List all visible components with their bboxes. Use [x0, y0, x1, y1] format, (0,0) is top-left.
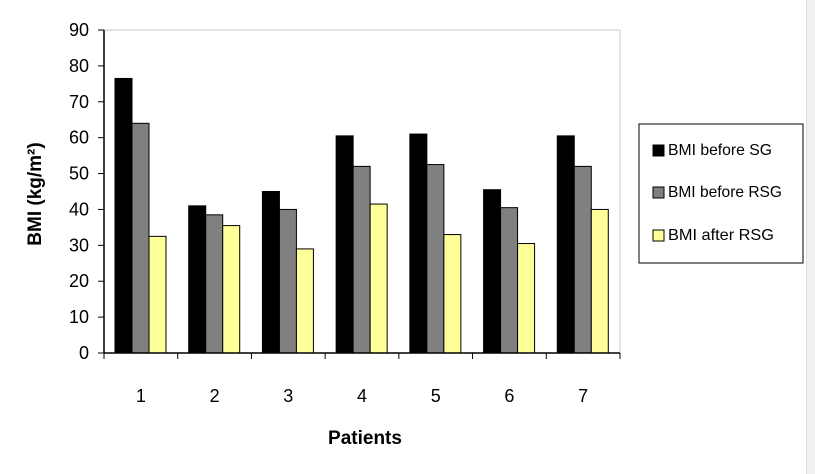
bar-bmi-before-rsg-patient-6 [500, 207, 519, 354]
y-axis-title: BMI (kg/m²) [25, 142, 46, 245]
bar-bmi-before-sg-patient-2 [188, 205, 207, 354]
bar-bmi-after-rsg-patient-7 [590, 208, 609, 354]
bar-bmi-before-sg-patient-3 [261, 191, 280, 354]
legend-frame [638, 123, 804, 264]
y-tick-label: 70 [69, 92, 89, 112]
legend-label-before-sg: BMI before SG [668, 142, 772, 159]
bar-bmi-after-rsg-patient-2 [222, 225, 241, 354]
x-axis-title: Patients [328, 428, 402, 449]
bar-bmi-before-rsg-patient-5 [426, 164, 445, 354]
bar-bmi-before-rsg-patient-2 [205, 214, 224, 354]
legend-swatch-before-rsg [652, 186, 665, 199]
bar-bmi-after-rsg-patient-4 [369, 203, 388, 354]
x-tick-label: 7 [578, 386, 588, 406]
bar-bmi-before-rsg-patient-7 [573, 165, 592, 354]
bar-bmi-after-rsg-patient-6 [517, 243, 536, 354]
bars-group [114, 77, 609, 354]
legend-label-after-rsg: BMI after RSG [668, 227, 774, 244]
bar-bmi-before-sg-patient-1 [114, 77, 133, 354]
y-tick-label: 30 [69, 235, 89, 255]
x-tick-label: 2 [210, 386, 220, 406]
y-tick-label: 40 [69, 199, 89, 219]
bar-bmi-before-sg-patient-5 [409, 133, 428, 354]
bar-bmi-after-rsg-patient-3 [295, 248, 314, 354]
legend-swatch-after-rsg [652, 229, 665, 242]
window-right-edge [806, 0, 815, 474]
bar-bmi-before-rsg-patient-3 [278, 208, 297, 354]
y-tick-label: 80 [69, 56, 89, 76]
y-tick-label: 20 [69, 271, 89, 291]
x-tick-label: 4 [357, 386, 367, 406]
bar-bmi-after-rsg-patient-1 [148, 235, 167, 354]
bar-bmi-before-sg-patient-4 [335, 135, 354, 354]
legend-swatch-before-sg [652, 144, 665, 157]
y-tick-label: 0 [79, 343, 89, 363]
x-tick-label: 6 [504, 386, 514, 406]
bar-bmi-after-rsg-patient-5 [443, 234, 462, 354]
y-tick-label: 90 [69, 20, 89, 40]
x-tick-labels: 1 2 3 4 5 6 7 [136, 386, 588, 406]
y-tick-labels: 0 10 20 30 40 50 60 70 80 90 [69, 20, 89, 363]
bar-bmi-before-rsg-patient-4 [352, 165, 371, 354]
axes-group [98, 29, 621, 359]
y-tick-label: 10 [69, 307, 89, 327]
x-tick-label: 3 [283, 386, 293, 406]
x-tick-label: 1 [136, 386, 146, 406]
y-tick-label: 60 [69, 128, 89, 148]
bar-bmi-before-rsg-patient-1 [131, 122, 150, 354]
plot-area [104, 29, 621, 353]
legend: BMI before SG BMI before RSG BMI after R… [638, 123, 804, 264]
y-tick-label: 50 [69, 164, 89, 184]
bar-bmi-before-sg-patient-7 [556, 135, 575, 354]
legend-label-before-rsg: BMI before RSG [668, 184, 782, 201]
x-tick-label: 5 [431, 386, 441, 406]
bar-bmi-before-sg-patient-6 [483, 189, 502, 354]
